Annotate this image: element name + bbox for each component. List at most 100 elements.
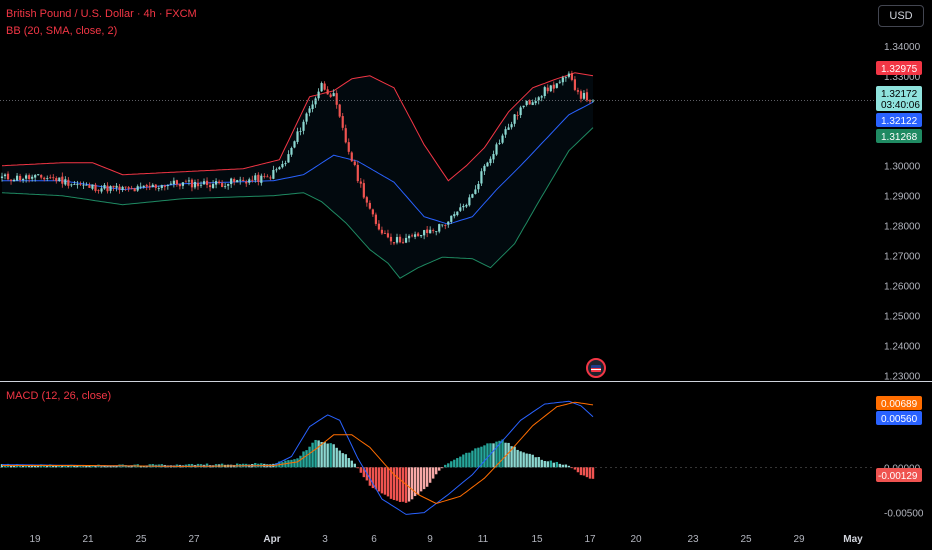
- histogram-bar: [79, 465, 82, 468]
- candle-body: [112, 185, 115, 188]
- candle-body: [450, 215, 453, 222]
- bb-basis-line: [2, 101, 594, 225]
- histogram-bar: [588, 467, 592, 479]
- macd-label-box: [876, 411, 922, 425]
- histogram-bar: [46, 465, 49, 468]
- candle-body: [100, 188, 103, 192]
- price-axis-tick: 1.29000: [884, 192, 921, 203]
- candle-body: [6, 173, 10, 180]
- candle-body: [495, 144, 498, 155]
- time-axis-tick: May: [843, 534, 863, 545]
- candle-body: [0, 176, 4, 179]
- candle-body: [459, 207, 462, 211]
- histogram-bar: [407, 467, 411, 502]
- candle-body: [160, 185, 163, 188]
- candle-body: [61, 176, 64, 184]
- candle-body: [480, 171, 483, 184]
- candle-body: [221, 183, 224, 187]
- histogram-bar: [76, 465, 79, 468]
- histogram-bar: [21, 465, 25, 468]
- histogram-bar: [435, 467, 438, 475]
- time-axis-tick: 29: [793, 534, 805, 545]
- candle-body: [136, 186, 139, 191]
- candle-body: [196, 182, 200, 187]
- candle-body: [567, 73, 570, 77]
- candle-body: [401, 241, 405, 243]
- candle-body: [308, 108, 311, 113]
- candle-body: [528, 100, 531, 105]
- candle-body: [205, 180, 209, 185]
- histogram-bar: [540, 459, 543, 468]
- histogram-bar: [549, 460, 552, 468]
- histogram-bar: [290, 459, 293, 468]
- candle-body: [251, 179, 254, 181]
- price-label-value: 1.32975: [881, 64, 918, 75]
- histogram-bar: [305, 450, 308, 468]
- us-flag-icon[interactable]: [586, 358, 606, 378]
- candle-body: [154, 184, 157, 188]
- histogram-bar: [55, 465, 58, 468]
- price-axis-tick: 1.34000: [884, 42, 921, 53]
- candle-body: [456, 211, 459, 216]
- candle-body: [70, 184, 73, 186]
- histogram-bar: [401, 467, 405, 502]
- candle-body: [383, 232, 387, 234]
- candle-body: [34, 175, 37, 178]
- histogram-bar: [534, 457, 537, 468]
- time-axis-tick: 23: [687, 534, 699, 545]
- histogram-bar: [567, 465, 571, 468]
- histogram-bar: [317, 440, 320, 468]
- candle-body: [64, 179, 67, 185]
- histogram-bar: [91, 465, 94, 468]
- histogram-bar: [356, 467, 360, 469]
- candle-body: [413, 234, 417, 237]
- candle-body: [109, 186, 112, 191]
- candle-body: [513, 114, 516, 124]
- candle-body: [558, 81, 561, 83]
- time-axis-tick: 17: [584, 534, 596, 545]
- candle-body: [224, 186, 227, 188]
- histogram-bar: [492, 443, 495, 468]
- histogram-bar: [36, 465, 40, 468]
- candle-body: [254, 175, 257, 181]
- candle-body: [353, 161, 356, 165]
- histogram-bar: [510, 446, 513, 468]
- candle-body: [166, 185, 169, 187]
- histogram-bar: [519, 451, 522, 468]
- candle-body: [181, 182, 185, 186]
- candle-body: [573, 79, 577, 90]
- histogram-bar: [438, 467, 441, 471]
- histogram-bar: [465, 452, 468, 468]
- histogram-bar: [9, 465, 13, 468]
- candle-body: [453, 214, 456, 217]
- histogram-bar: [196, 463, 200, 468]
- histogram-bar: [471, 450, 474, 468]
- candle-body: [193, 182, 197, 188]
- candle-body: [329, 94, 332, 97]
- histogram-bar: [570, 467, 574, 469]
- histogram-bar: [513, 446, 516, 468]
- histogram-bar: [416, 467, 420, 495]
- histogram-bar: [109, 465, 112, 468]
- candle-body: [284, 163, 287, 165]
- histogram-bar: [585, 467, 589, 478]
- candle-body: [257, 174, 260, 182]
- histogram-bar: [30, 465, 34, 468]
- candle-body: [94, 184, 97, 191]
- histogram-bar: [525, 453, 528, 468]
- histogram-bar: [410, 467, 414, 500]
- time-axis-tick: 21: [82, 534, 94, 545]
- symbol-title: British Pound / U.S. Dollar · 4h · FXCM: [6, 8, 197, 20]
- candle-body: [429, 229, 432, 234]
- histogram-bar: [380, 467, 384, 494]
- histogram-bar: [281, 462, 284, 468]
- bollinger-bands-label: BB (20, SMA, close, 2): [6, 25, 118, 37]
- candle-body: [395, 237, 399, 243]
- histogram-bar: [543, 460, 546, 468]
- histogram-bar: [507, 442, 510, 468]
- currency-button[interactable]: USD: [878, 5, 924, 27]
- candle-body: [28, 175, 31, 179]
- candle-body: [133, 188, 136, 192]
- histogram-bar: [335, 447, 338, 468]
